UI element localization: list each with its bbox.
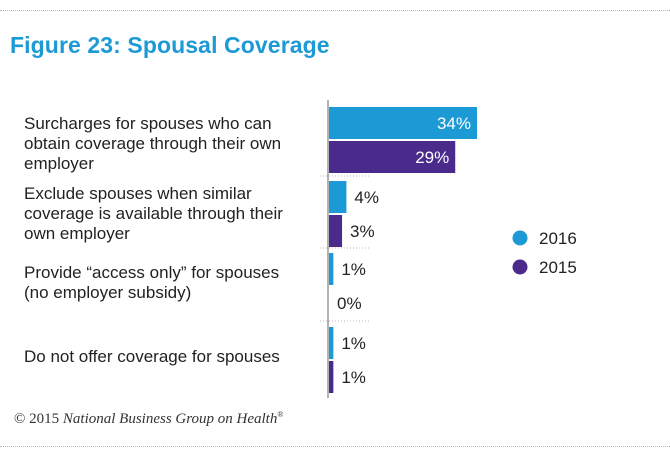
data-label-2016: 34% <box>437 114 471 133</box>
bottom-dotted-rule <box>0 446 670 447</box>
copyright-footer: © 2015 National Business Group on Health… <box>14 410 283 428</box>
data-label-2016: 1% <box>341 334 366 353</box>
data-label-2016: 1% <box>341 260 366 279</box>
registered-mark: ® <box>277 410 284 419</box>
category-label-line: Exclude spouses when similar <box>24 184 252 203</box>
top-dotted-rule <box>0 10 670 11</box>
legend-label-2015: 2015 <box>539 258 577 277</box>
bar-2015 <box>329 361 334 393</box>
category-label: Surcharges for spouses who can obtain cov… <box>24 114 281 173</box>
category-label-line: Surcharges for spouses who can <box>24 114 272 133</box>
category-label: Exclude spouses when similar coverage is … <box>24 184 283 243</box>
copyright-prefix: © 2015 <box>14 411 63 427</box>
bar-2015 <box>329 215 343 247</box>
data-label-2015: 0% <box>337 294 362 313</box>
data-label-2015: 1% <box>341 368 366 387</box>
data-label-2015: 3% <box>350 222 375 241</box>
bar-2016 <box>329 253 334 285</box>
data-label-2016: 4% <box>354 188 379 207</box>
bar-2016 <box>329 181 347 213</box>
copyright-org: National Business Group on Health <box>62 411 278 427</box>
figure-title: Figure 23: Spousal Coverage <box>10 32 330 58</box>
category-label-line: Do not offer coverage for spouses <box>24 347 280 366</box>
category-label: Provide “access only” for spouses (no emp… <box>24 263 279 302</box>
bar-2015 <box>329 141 456 173</box>
bar-2016 <box>329 107 477 139</box>
category-label-line: employer <box>24 154 94 173</box>
bar-2016 <box>329 327 334 359</box>
legend-label-2016: 2016 <box>539 229 577 248</box>
category-label-line: (no employer subsidy) <box>24 283 191 302</box>
category-label: Do not offer coverage for spouses <box>24 347 280 366</box>
legend-swatch-2015 <box>512 259 528 275</box>
data-label-2015: 29% <box>415 148 449 167</box>
category-label-line: own employer <box>24 224 130 243</box>
legend-swatch-2016 <box>512 230 528 246</box>
category-label-line: coverage is available through their <box>24 204 283 223</box>
category-label-line: Provide “access only” for spouses <box>24 263 279 282</box>
category-label-line: obtain coverage through their own <box>24 134 281 153</box>
